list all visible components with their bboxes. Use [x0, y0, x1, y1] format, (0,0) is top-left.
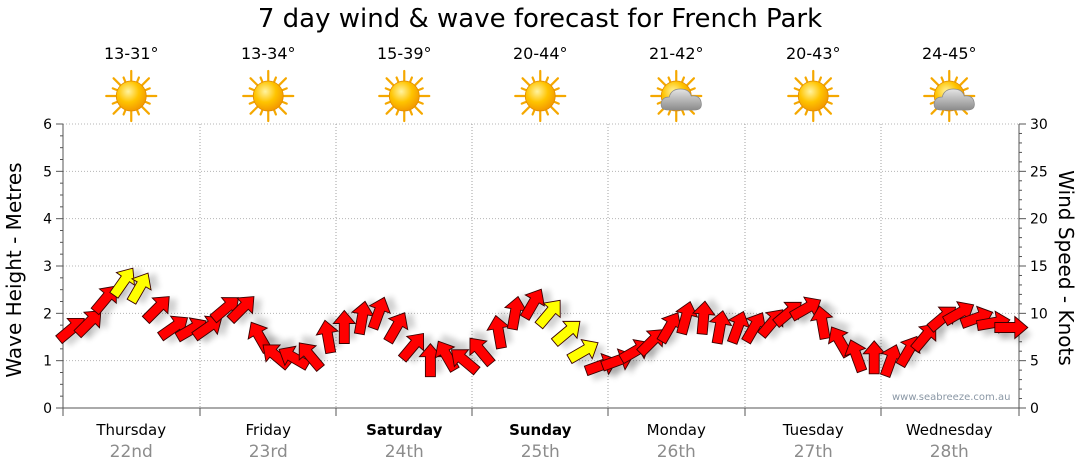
- day-temperature-label: 20-43°: [786, 44, 841, 63]
- y-right-tick-label: 30: [1030, 117, 1048, 133]
- day-name-label: Monday: [646, 421, 706, 439]
- wind-arrow: [691, 297, 723, 335]
- wind-arrow: [298, 335, 328, 373]
- wind-arrow: [708, 308, 740, 345]
- y-axis-left-title: Wave Height - Metres: [2, 162, 26, 378]
- day-name-label: Thursday: [96, 421, 167, 439]
- y-left-tick-label: 0: [43, 401, 52, 417]
- wind-arrow: [73, 310, 109, 340]
- y-right-tick-label: 25: [1030, 164, 1048, 180]
- chart-title: 7 day wind & wave forecast for French Pa…: [257, 4, 823, 34]
- sun-icon: [105, 69, 158, 123]
- y-right-tick-label: 20: [1030, 212, 1048, 228]
- sun-icon: [242, 69, 295, 123]
- sun-icon: [378, 69, 431, 123]
- y-right-tick-label: 5: [1030, 354, 1039, 370]
- wind-arrow: [469, 330, 498, 368]
- y-left-tick-label: 3: [43, 259, 52, 275]
- day-name-label: Saturday: [366, 421, 443, 439]
- day-date-label: 22nd: [109, 442, 153, 462]
- wind-arrow: [534, 299, 569, 331]
- wind-arrow: [550, 320, 588, 350]
- cloud-icon: [660, 88, 702, 111]
- wind-arrow: [566, 339, 605, 368]
- day-temperature-label: 13-34°: [241, 44, 296, 63]
- wind-arrow: [809, 300, 839, 340]
- wind-arrow: [332, 306, 363, 344]
- wind-arrow: [910, 323, 944, 354]
- day-name-label: Friday: [245, 421, 291, 439]
- wind-arrow: [109, 267, 143, 299]
- y-left-tick-label: 2: [43, 306, 52, 322]
- y-axis-right-title: Wind Speed - Knots: [1054, 170, 1078, 366]
- y-left-tick-label: 1: [43, 354, 52, 370]
- day-date-label: 27th: [793, 442, 833, 462]
- wind-arrow: [844, 333, 872, 374]
- cloud-icon: [933, 88, 975, 111]
- day-name-label: Wednesday: [905, 421, 993, 439]
- wind-arrow: [383, 312, 416, 345]
- day-temperature-label: 20-44°: [513, 44, 568, 63]
- sun-icon: [514, 69, 567, 123]
- day-temperature-label: 21-42°: [649, 44, 704, 63]
- wind-arrow: [191, 315, 230, 345]
- partly-cloudy-icon: [923, 69, 976, 123]
- day-date-label: 25th: [520, 442, 560, 462]
- partly-cloudy-icon: [650, 69, 703, 123]
- wind-arrow: [994, 315, 1032, 346]
- wind-arrow: [126, 272, 160, 305]
- wind-arrow: [450, 341, 482, 376]
- watermark: www.seabreeze.com.au: [892, 392, 1011, 403]
- day-date-label: 24th: [384, 442, 424, 462]
- wind-arrow: [226, 296, 262, 326]
- y-right-tick-label: 0: [1030, 401, 1039, 417]
- wind-arrow: [367, 295, 399, 331]
- sun-icon: [787, 69, 840, 123]
- y-right-tick-label: 10: [1030, 306, 1048, 322]
- day-date-label: 28th: [929, 442, 969, 462]
- day-temperature-label: 24-45°: [922, 44, 977, 63]
- day-name-label: Tuesday: [782, 421, 844, 439]
- wind-arrow: [141, 296, 177, 326]
- y-left-tick-label: 6: [43, 117, 52, 133]
- wind-arrow: [397, 332, 432, 364]
- day-date-label: 26th: [656, 442, 696, 462]
- day-temperature-label: 13-31°: [104, 44, 159, 63]
- day-name-label: Sunday: [509, 421, 572, 439]
- wind-arrow: [519, 288, 553, 321]
- day-temperature-label: 15-39°: [377, 44, 432, 63]
- y-left-tick-label: 4: [43, 212, 52, 228]
- day-date-label: 23rd: [248, 442, 288, 462]
- y-right-tick-label: 15: [1030, 259, 1048, 275]
- wind-arrows: [55, 267, 1032, 381]
- y-left-tick-label: 5: [43, 164, 52, 180]
